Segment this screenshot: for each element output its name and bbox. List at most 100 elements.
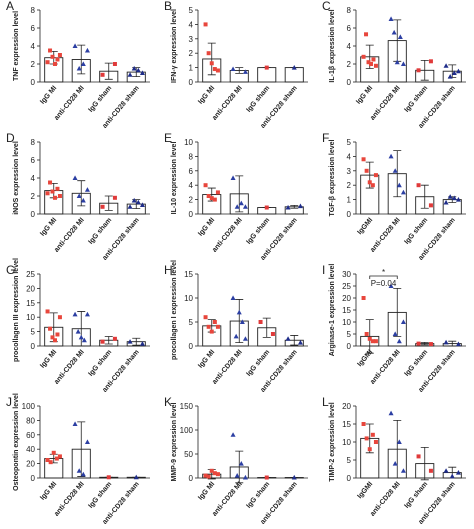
x-tick-label: IgG MI	[39, 85, 58, 106]
x-tick-label: IgG MI	[39, 217, 58, 238]
data-point	[373, 440, 378, 444]
y-tick-label: 60	[26, 431, 35, 440]
data-point	[238, 200, 244, 206]
data-point	[72, 311, 78, 317]
x-tick-label: anti-CD28 MI	[369, 481, 402, 518]
data-point	[361, 157, 366, 162]
data-point	[400, 189, 406, 195]
data-point	[443, 468, 449, 473]
y-tick-label: 30	[342, 270, 351, 279]
y-tick-label: 15	[184, 270, 193, 279]
error-bar	[420, 60, 429, 81]
data-point	[455, 470, 461, 475]
x-tick-label: anti-CD28 MI	[211, 217, 244, 254]
data-point	[112, 336, 117, 341]
x-tick-label: IgG sham	[87, 85, 113, 114]
data-point	[106, 475, 111, 480]
data-point	[455, 68, 461, 74]
panel-letter: A	[6, 0, 14, 13]
data-point	[364, 168, 369, 173]
data-point	[203, 315, 208, 320]
data-point	[48, 48, 53, 53]
data-point	[391, 29, 397, 35]
data-point	[239, 319, 245, 324]
data-point	[242, 336, 248, 341]
data-point	[366, 60, 371, 65]
x-tick-label: IgG sham	[87, 349, 113, 378]
data-point	[100, 339, 105, 344]
data-point	[84, 311, 90, 317]
data-point	[50, 189, 55, 194]
y-tick-label: 10	[26, 313, 35, 322]
x-tick-label: IgG sham	[87, 481, 113, 510]
y-tick-label: 5	[347, 456, 352, 465]
panel-letter: K	[164, 395, 172, 409]
data-point	[285, 204, 291, 210]
y-tick-label: 1	[347, 196, 352, 205]
error-bar	[262, 317, 271, 338]
data-point	[234, 204, 240, 209]
data-point	[373, 63, 378, 68]
error-bar	[77, 421, 86, 477]
error-bar	[420, 184, 429, 209]
panel-letter: G	[6, 263, 15, 277]
data-point	[364, 32, 369, 37]
error-bar	[420, 447, 429, 481]
data-point	[264, 205, 269, 210]
x-tick-label: anti-CD28 MI	[53, 481, 86, 518]
y-axis-label: Arginase-1 expression level	[329, 264, 336, 357]
data-point	[135, 199, 141, 205]
data-point	[209, 329, 214, 334]
data-point	[81, 337, 87, 343]
error-bar	[104, 336, 113, 345]
data-point	[392, 461, 398, 466]
data-point	[139, 341, 145, 346]
data-point	[215, 68, 220, 73]
data-point	[428, 203, 433, 208]
y-tick-label: 6	[189, 167, 194, 176]
data-point	[400, 319, 406, 324]
data-point	[206, 51, 211, 56]
data-point	[52, 195, 57, 200]
data-point	[428, 59, 433, 64]
data-point	[212, 67, 217, 72]
x-tick-label: IgG MI	[355, 85, 374, 106]
y-tick-label: 4	[189, 20, 194, 29]
y-tick-label: 2	[31, 60, 36, 69]
data-point	[234, 473, 240, 478]
error-bar	[393, 288, 402, 337]
panel-letter: D	[6, 131, 15, 145]
data-point	[361, 296, 366, 300]
y-tick-label: 2	[189, 196, 194, 205]
y-tick-label: 10	[342, 438, 351, 447]
error-bar	[393, 150, 402, 198]
x-tick-label: IgG MI	[197, 85, 216, 106]
data-point	[54, 456, 59, 461]
y-axis-label: TGF-β expression level	[329, 139, 336, 216]
error-bar	[365, 319, 374, 354]
panel: I Arginase-1 expression level 0 5 10 15 20 25 30…	[322, 263, 466, 394]
data-point	[203, 22, 208, 27]
data-point	[230, 432, 236, 437]
y-tick-label: 0	[31, 342, 36, 351]
data-point	[367, 180, 372, 185]
y-tick-label: 0	[347, 474, 352, 483]
data-point	[370, 432, 375, 437]
y-tick-label: 15	[342, 420, 351, 429]
data-point	[368, 62, 373, 66]
error-bar	[104, 195, 113, 211]
data-point	[112, 62, 117, 66]
data-point	[242, 69, 248, 74]
significance-bracket	[369, 275, 398, 279]
error-bar	[207, 42, 216, 76]
data-point	[392, 331, 398, 336]
data-point	[57, 315, 62, 320]
x-tick-label: IgGMI	[356, 481, 374, 500]
bar	[257, 67, 277, 83]
panel: CIL-1β expression level 0 2 4 6 8 IgG MIanti-C…	[322, 0, 466, 130]
y-axis-label: Osteopontin expression level	[13, 393, 20, 491]
